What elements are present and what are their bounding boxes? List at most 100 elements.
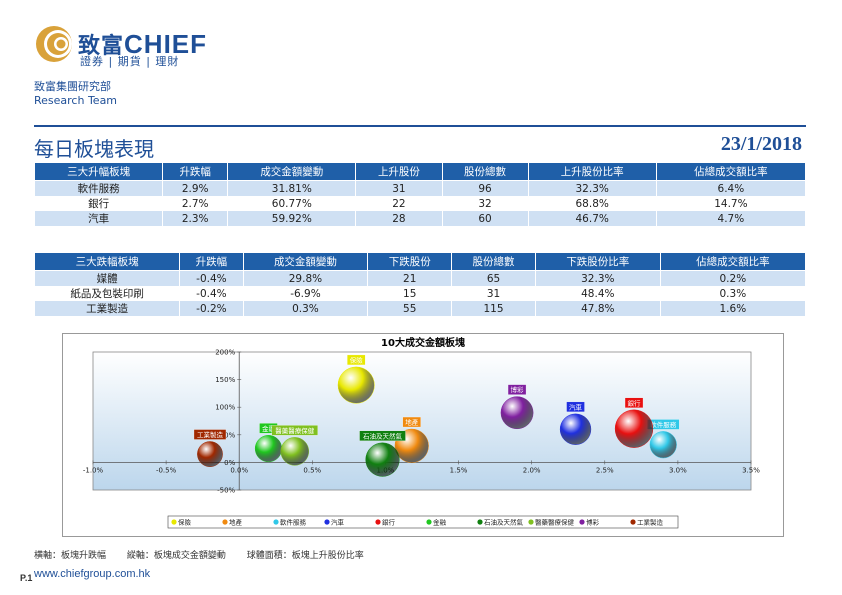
table-cell: 軟件服務 (33, 180, 164, 196)
table-cell: 28 (355, 211, 443, 226)
bubble-chart: 10大成交金額板塊-1.0%-0.5%0.0%0.5%1.0%1.5%2.0%2… (62, 333, 784, 537)
bubble-label-box (402, 416, 421, 428)
y-tick-label: 0% (224, 459, 235, 467)
bubble-9 (197, 441, 223, 467)
table-cell: -6.9% (242, 286, 369, 301)
x-tick-label: 0.0% (230, 466, 248, 474)
table-header: 下跌股份 (367, 252, 453, 271)
table-cell: 15 (367, 286, 453, 301)
brand-name-cn: 致富 (78, 34, 125, 59)
table-cell: 47.8% (534, 301, 661, 316)
table-cell: -0.2% (179, 301, 244, 316)
bubble-label: 石油及天然氣 (363, 431, 403, 440)
bubble-0 (337, 366, 375, 404)
bubble-3 (559, 413, 592, 445)
table-cell: 2.7% (162, 196, 229, 211)
table-cell: 4.7% (655, 211, 807, 226)
footnote: 横軸：板塊升跌幅 縱軸：板塊成交金額變動 球體面積：板塊上升股份比率 (34, 548, 382, 561)
table-cell: 68.8% (527, 196, 657, 211)
bubble-label-box (359, 430, 406, 441)
bubble-6 (365, 442, 400, 477)
table-header-row: 三大跌幅板塊 升跌幅 成交金額變動 下跌股份 股份總數 下跌股份比率 佔總成交額… (33, 252, 807, 271)
x-tick-label: -1.0% (83, 466, 104, 474)
footnote-x-axis: 横軸：板塊升跌幅 (34, 551, 107, 561)
legend-label: 石油及天然氣 (484, 518, 524, 527)
table-cell: 32 (441, 196, 529, 211)
page-number: P.1 (20, 573, 33, 583)
chart-title: 10大成交金額板塊 (381, 336, 465, 349)
table-header: 股份總數 (441, 162, 529, 181)
bubble-label: 工業製造 (197, 430, 224, 439)
table-cell: 1.6% (659, 301, 807, 316)
legend-marker (171, 519, 177, 525)
legend-label: 汽車 (331, 518, 345, 527)
table-cell: 31.81% (227, 180, 357, 196)
table-cell: 媒體 (33, 270, 181, 286)
legend-marker (222, 519, 228, 525)
table-cell: 31 (451, 286, 536, 301)
y-tick-label: 50% (220, 431, 236, 439)
legend-marker (375, 519, 381, 525)
table-header: 成交金額變動 (242, 252, 369, 271)
legend-label: 金融 (433, 518, 447, 527)
bubble-label: 汽車 (569, 402, 583, 411)
table-header: 成交金額變動 (227, 162, 357, 181)
bubble-5 (254, 435, 283, 463)
table-cell: 6.4% (655, 180, 807, 196)
bubble-label-box (347, 354, 366, 366)
top-losers-table: 三大跌幅板塊 升跌幅 成交金額變動 下跌股份 股份總數 下跌股份比率 佔總成交額… (33, 252, 807, 316)
table-cell: 96 (441, 180, 529, 196)
bubble-label: 金融 (262, 424, 276, 433)
table-header-row: 三大升幅板塊 升跌幅 成交金額變動 上升股份 股份總數 上升股份比率 佔總成交額… (33, 162, 807, 181)
table-row: 銀行 2.7% 60.77% 22 32 68.8% 14.7% (33, 196, 807, 211)
table-cell: 22 (355, 196, 443, 211)
legend-label: 銀行 (382, 518, 396, 527)
table-row: 媒體 -0.4% 29.8% 21 65 32.3% 0.2% (33, 270, 807, 286)
header-divider (34, 125, 806, 127)
table-cell: 48.4% (534, 286, 661, 301)
table-cell: 60 (441, 211, 529, 226)
bubble-label: 博彩 (511, 385, 525, 394)
brand-tagline: 證券 | 期貨 | 理財 (80, 55, 180, 68)
table-row: 軟件服務 2.9% 31.81% 31 96 32.3% 6.4% (33, 180, 807, 196)
website-url[interactable]: www.chiefgroup.com.hk (34, 568, 151, 580)
legend-marker (426, 519, 432, 525)
legend-label: 軟件服務 (280, 518, 307, 527)
footnote-y-axis: 縱軸：板塊成交金額變動 (126, 551, 226, 561)
table-cell: 32.3% (527, 180, 657, 196)
table-header: 股份總數 (451, 252, 536, 271)
table-cell: 29.8% (242, 270, 369, 286)
page-title: 每日板塊表現 (34, 137, 154, 161)
legend-label: 醫藥醫療保健 (535, 518, 575, 527)
bubble-4 (614, 409, 654, 448)
table-row: 汽車 2.3% 59.92% 28 60 46.7% 4.7% (33, 211, 807, 226)
bubble-label-box (193, 429, 227, 440)
table-cell: 0.2% (659, 270, 807, 286)
table-cell: 汽車 (33, 211, 164, 226)
table-cell: -0.4% (179, 286, 244, 301)
legend-marker (273, 519, 279, 525)
table-row: 紙品及包裝印刷 -0.4% -6.9% 15 31 48.4% 0.3% (33, 286, 807, 301)
legend-box (167, 515, 679, 529)
bubble-label: 地產 (405, 418, 419, 427)
table-cell: 31 (355, 180, 443, 196)
top-gainers-table: 三大升幅板塊 升跌幅 成交金額變動 上升股份 股份總數 上升股份比率 佔總成交額… (33, 162, 807, 226)
table-header: 三大升幅板塊 (33, 162, 164, 181)
bubble-label: 軟件服務 (650, 420, 677, 429)
x-tick-label: 0.5% (303, 466, 321, 474)
table-cell: 59.92% (227, 211, 357, 226)
bubble-label-box (271, 425, 318, 436)
table-cell: 工業製造 (33, 301, 181, 316)
legend-marker (630, 519, 636, 525)
x-tick-label: 2.5% (596, 466, 614, 474)
table-header: 升跌幅 (179, 252, 244, 271)
table-cell: 60.77% (227, 196, 357, 211)
table-cell: 32.3% (534, 270, 661, 286)
y-tick-label: -50% (217, 487, 235, 495)
page-date: 23/1/2018 (720, 133, 802, 155)
table-header: 佔總成交額比率 (655, 162, 807, 181)
bubble-label-box (507, 384, 527, 395)
y-tick-label: 150% (215, 376, 235, 384)
bubble-label: 銀行 (628, 398, 642, 407)
legend-marker (528, 519, 534, 525)
